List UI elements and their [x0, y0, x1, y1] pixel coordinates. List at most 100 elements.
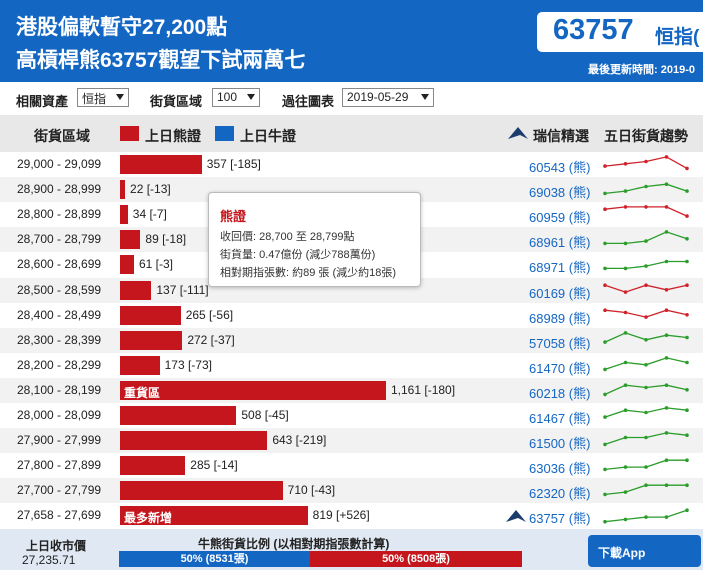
trend-point — [644, 337, 648, 342]
bear-bar[interactable] — [120, 280, 152, 300]
bear-bar[interactable]: 最多新增 — [120, 506, 308, 526]
warrant-code-link[interactable]: 57058 (熊) — [529, 335, 591, 351]
warrant-code-link[interactable]: 68971 (熊) — [529, 260, 591, 276]
trend-point — [603, 492, 607, 497]
warrant-code-link[interactable]: 60959 (熊) — [529, 210, 591, 226]
tooltip-line-1: 收回價: 28,700 至 28,799點 — [220, 231, 355, 243]
trend-point — [685, 282, 689, 287]
headline-1: 港股偏軟暫守27,200點 — [16, 16, 228, 39]
trend-point — [623, 241, 628, 246]
zone-range: 28,700 - 28,799 — [17, 232, 102, 247]
asset-select[interactable]: 恒指 — [77, 88, 129, 107]
trend-sparkline — [603, 383, 689, 397]
bear-bar[interactable] — [120, 230, 141, 250]
trend-point — [664, 287, 669, 292]
trend-point — [644, 515, 648, 520]
warrant-code-link[interactable]: 63036 (熊) — [529, 461, 591, 477]
table-row[interactable]: 28,800 - 28,899 34 [-7] 60959 (熊) — [0, 202, 703, 227]
bar-value: 357 [-185] — [206, 157, 261, 171]
trend-sparkline — [603, 155, 689, 171]
history-select[interactable]: 2019-05-29 — [342, 88, 434, 107]
trend-point — [623, 330, 628, 335]
zone-range: 28,200 - 28,299 — [17, 357, 102, 372]
table-row[interactable]: 28,600 - 28,699 61 [-3] 68971 (熊) — [0, 252, 703, 277]
bear-bar[interactable] — [120, 180, 126, 200]
table-row[interactable]: 28,200 - 28,299 173 [-73] 61470 (熊) — [0, 353, 703, 378]
bear-bar[interactable] — [120, 205, 128, 225]
trend-point — [603, 367, 607, 371]
trend-sparkline — [603, 483, 689, 497]
warrant-code-link[interactable]: 60169 (熊) — [529, 285, 591, 301]
table-row[interactable]: 27,800 - 27,899 285 [-14] 63036 (熊) — [0, 453, 703, 478]
bar-value: 34 [-7] — [132, 207, 167, 222]
trend-sparkline — [603, 458, 689, 472]
warrant-code-link[interactable]: 63757 (熊) — [529, 511, 591, 527]
trend-point — [644, 465, 648, 470]
trend-point — [685, 458, 689, 463]
trend-point — [644, 239, 648, 244]
zone-range: 27,658 - 27,699 — [17, 508, 102, 523]
warrant-code-link[interactable]: 68989 (熊) — [529, 310, 591, 326]
trend-point — [685, 483, 689, 488]
trend-point — [603, 207, 607, 212]
warrant-code-link[interactable]: 60218 (熊) — [529, 385, 591, 401]
trend-point — [644, 159, 648, 164]
table-row[interactable]: 29,000 - 29,099 357 [-185] 60543 (熊) — [0, 152, 703, 177]
trend-sparkline — [603, 182, 689, 196]
table-row[interactable]: 27,900 - 27,999 643 [-219] 61500 (熊) — [0, 428, 703, 454]
bear-bar[interactable] — [120, 456, 186, 476]
trend-point — [623, 360, 628, 365]
bear-bar[interactable] — [120, 155, 202, 174]
trend-point — [603, 467, 607, 472]
bar-value: 173 [-73] — [164, 357, 212, 372]
download-app-label: 下載App — [598, 546, 646, 560]
trend-point — [644, 205, 648, 209]
tooltip-line-2: 街貨量: 0.47億份 (減少788萬份) — [220, 249, 376, 261]
trend-point — [623, 310, 628, 314]
trend-point — [623, 289, 628, 294]
warrant-code-link[interactable]: 62320 (熊) — [529, 486, 591, 502]
bear-bar[interactable] — [120, 305, 181, 325]
zone-range: 29,000 - 29,099 — [17, 157, 102, 171]
download-app-button[interactable]: 下載App — [588, 535, 701, 567]
trend-point — [644, 483, 648, 488]
table-row[interactable]: 28,000 - 28,099 508 [-45] 61467 (熊) — [0, 403, 703, 428]
bear-bar[interactable] — [120, 330, 183, 350]
zone-range: 28,300 - 28,399 — [17, 332, 102, 347]
bear-bar[interactable] — [120, 406, 237, 425]
zone-select[interactable]: 100 — [212, 88, 260, 107]
table-row[interactable]: 28,100 - 28,199 重貨區 1,161 [-180] 60218 (熊) — [0, 377, 703, 403]
warrant-code-link[interactable]: 60543 (熊) — [529, 160, 591, 175]
trend-point — [685, 387, 689, 392]
warrant-code-link[interactable]: 61500 (熊) — [529, 436, 591, 452]
warrant-code-link[interactable]: 61470 (熊) — [529, 360, 591, 376]
zone-range: 27,800 - 27,899 — [17, 458, 102, 473]
warrant-code-link[interactable]: 68961 (熊) — [529, 235, 591, 251]
trend-sparkline — [603, 406, 689, 419]
table-row[interactable]: 28,400 - 28,499 265 [-56] 68989 (熊) — [0, 303, 703, 328]
index-box[interactable]: 63757 恒指( — [537, 12, 703, 52]
bear-bar[interactable] — [120, 255, 134, 275]
trend-point — [623, 435, 628, 440]
trend-point — [664, 333, 669, 337]
bar-value: 89 [-18] — [145, 232, 187, 247]
warrant-code-link[interactable]: 69038 (熊) — [529, 185, 591, 201]
footer: 上日收市價 27,235.71 牛熊街貨比例 (以相對期指張數計算) 50% (… — [0, 529, 703, 570]
bear-bar[interactable] — [120, 431, 268, 451]
zone-range: 28,400 - 28,499 — [17, 307, 102, 322]
bull-legend: 上日牛證 — [240, 128, 296, 144]
trend-sparkline — [603, 508, 689, 524]
table-row[interactable]: 27,700 - 27,799 710 [-43] 62320 (熊) — [0, 478, 703, 504]
bear-bar[interactable] — [120, 355, 160, 375]
trend-point — [603, 415, 607, 419]
table-row[interactable]: 28,300 - 28,399 272 [-37] 57058 (熊) — [0, 327, 703, 353]
warrant-code-link[interactable]: 61467 (熊) — [529, 411, 591, 426]
tooltip-title: 熊證 — [220, 209, 247, 224]
bear-bar[interactable]: 重貨區 — [120, 380, 386, 400]
trend-point — [644, 264, 648, 269]
trend-point — [664, 515, 669, 520]
table-row[interactable]: 27,658 - 27,699 最多新增 819 [+526] 63757 (熊) — [0, 503, 703, 528]
bear-bar[interactable] — [120, 481, 283, 501]
trend-point — [664, 205, 669, 209]
trend-point — [685, 433, 689, 438]
